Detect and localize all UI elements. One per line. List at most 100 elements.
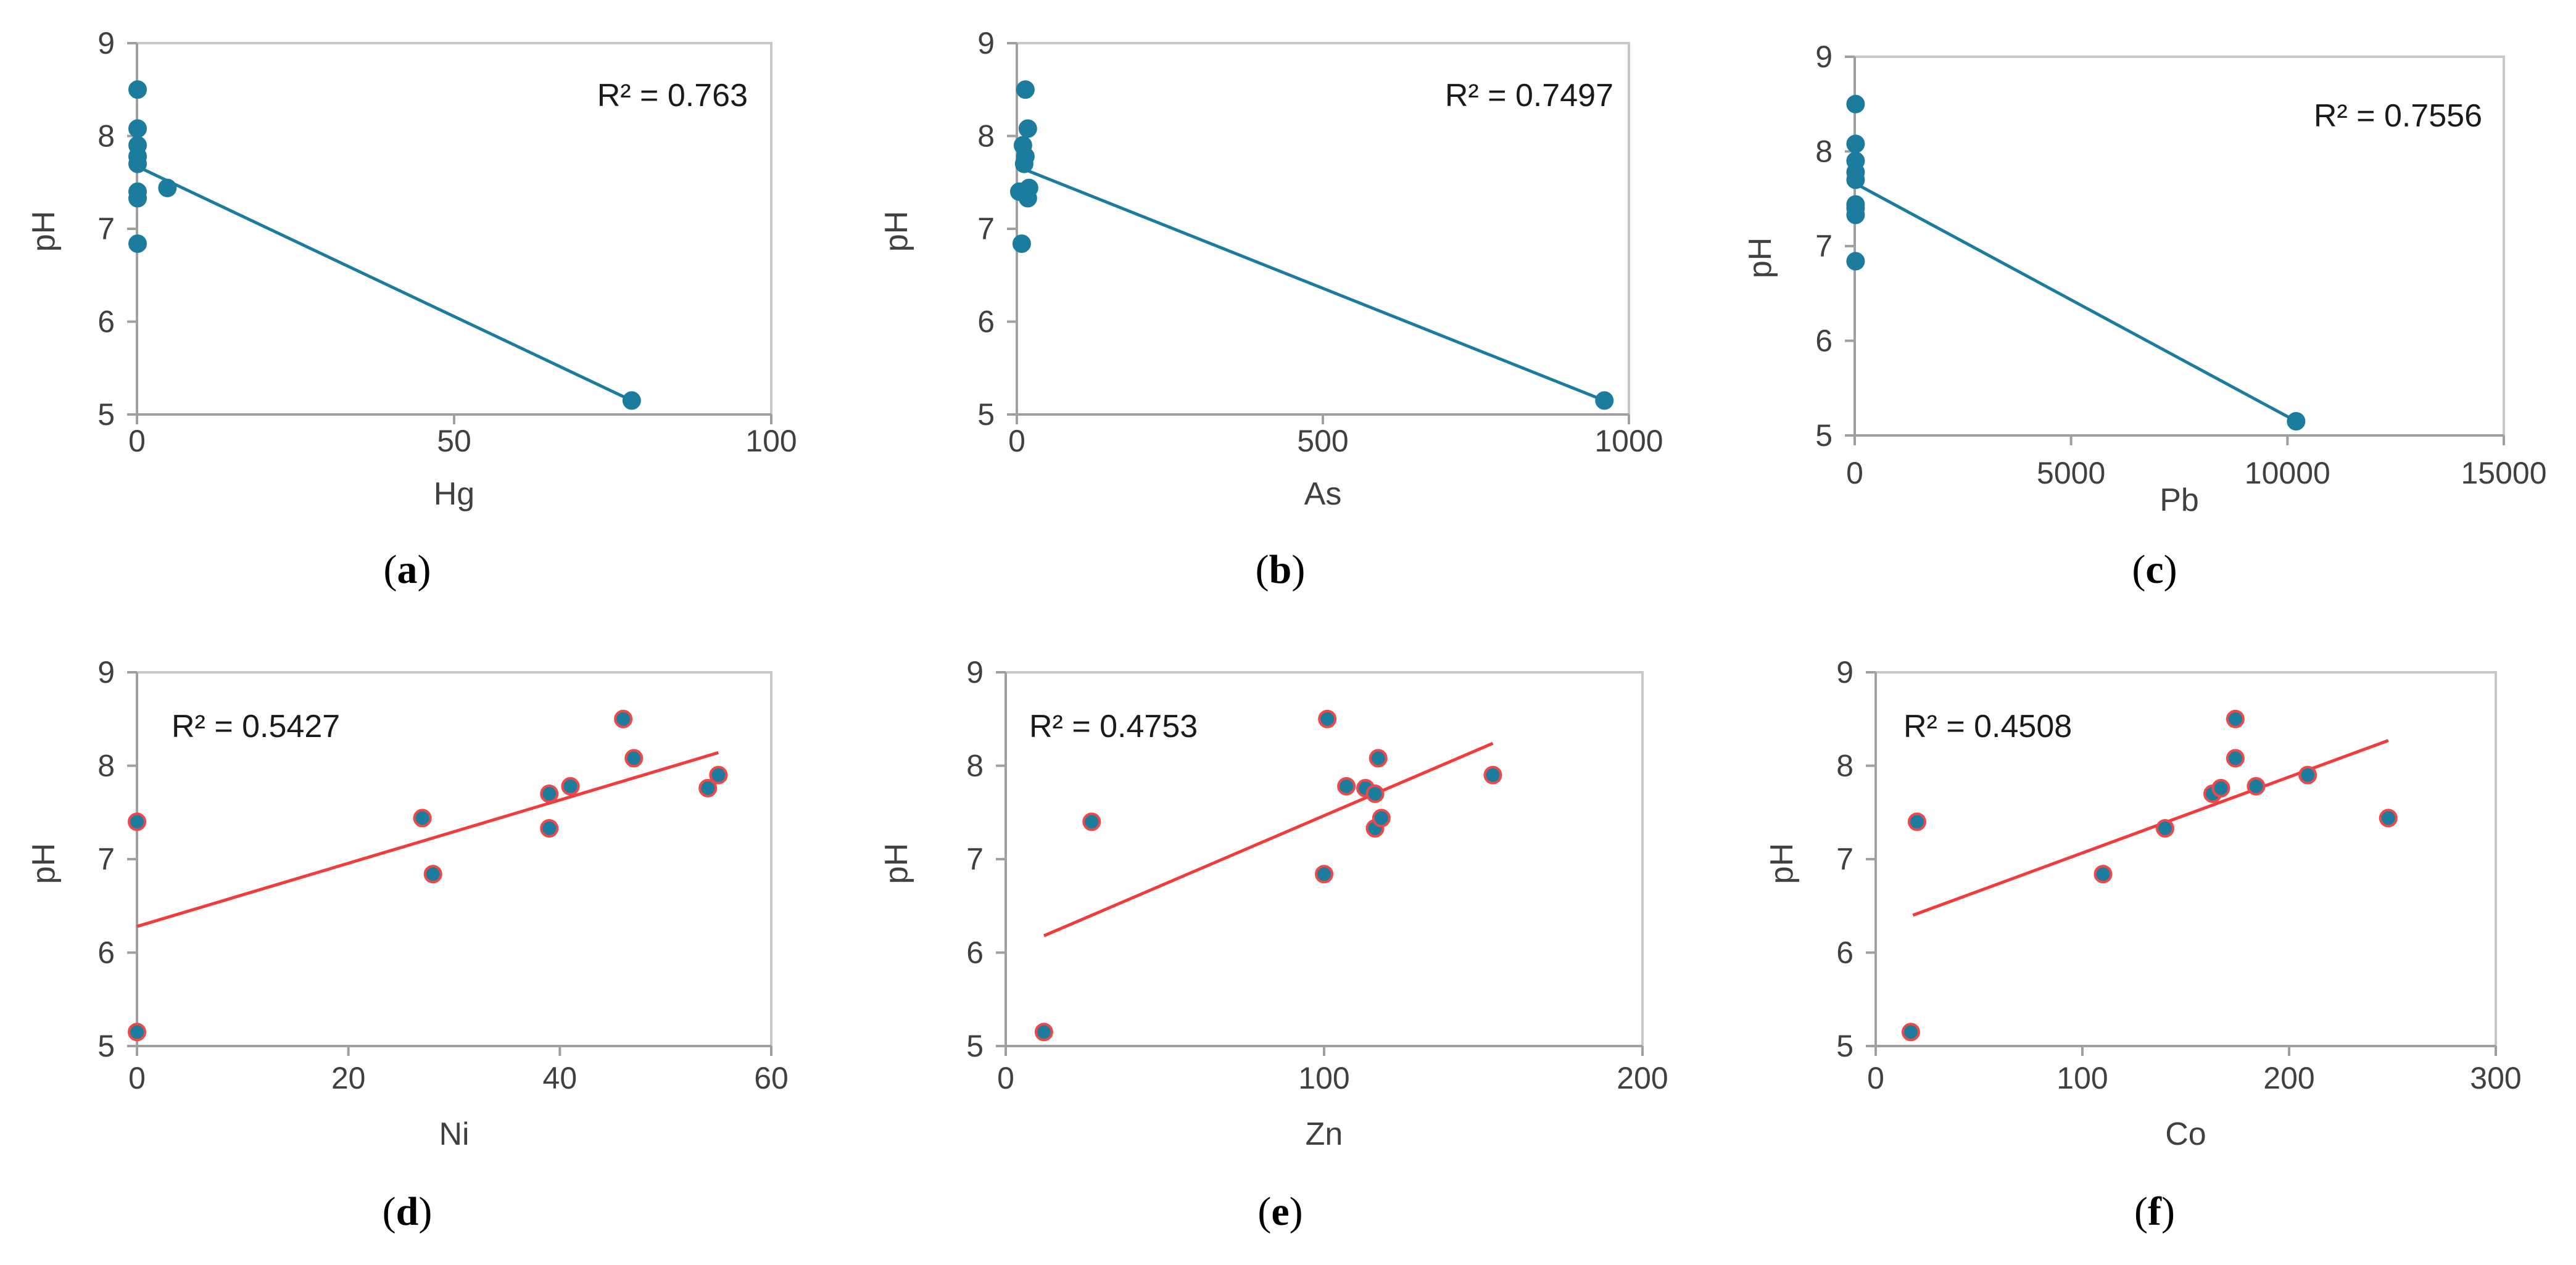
x-tick-label: 200 [1617,1061,1668,1095]
y-tick-label: 7 [97,212,115,246]
y-tick-label: 7 [1815,229,1833,263]
r-squared-label: R² = 0.7497 [1445,78,1613,113]
data-point [614,709,633,728]
data-point [128,812,146,831]
data-point [1318,709,1337,728]
chart-panel-d: 5 6 7 8 9 0 20 40 60 Ni pH R² = 0.5427 (d) [26,655,789,1234]
data-point [1901,1023,1920,1042]
data-point [2226,709,2245,728]
data-point [128,234,147,253]
r-squared-label: R² = 0.5427 [172,709,340,744]
data-point [1372,809,1391,828]
trendline [1855,182,2297,423]
chart-panel-f: 5 6 7 8 9 0 100 200 300 Co pH R² = 0.4508 (f) [1764,655,2522,1234]
y-tick-label: 9 [1836,655,1853,690]
y-tick-label: 6 [97,936,115,970]
data-point [1483,765,1502,785]
trendline [1043,741,1494,937]
x-tick-label: 500 [1297,424,1348,458]
data-point [128,189,147,208]
y-tick-label: 9 [1815,39,1833,74]
data-point [2156,819,2174,838]
y-tick-label: 7 [1836,842,1853,876]
x-tick-label: 0 [128,424,146,458]
x-tick-label: 0 [997,1061,1014,1095]
x-tick-label: 100 [2056,1061,2108,1095]
data-point [622,391,641,410]
data-point [540,819,559,838]
x-tick-label: 5000 [2037,456,2105,490]
panel-label: (e) [1257,1189,1302,1234]
panel-label: (f) [2134,1189,2175,1234]
y-tick-label: 8 [97,119,115,154]
data-point [2298,765,2317,785]
y-tick-label: 8 [1815,134,1833,169]
y-tick-label: 5 [97,1029,115,1063]
data-point [1082,812,1101,831]
y-tick-label: 5 [1815,418,1833,453]
x-tick-label: 10000 [2245,456,2330,490]
data-point [158,178,177,197]
r-squared-label: R² = 0.7556 [2314,98,2482,134]
trendline [1019,166,1605,402]
x-tick-label: 100 [745,424,797,458]
data-point [413,809,432,828]
data-point [1012,234,1031,253]
y-tick-label: 7 [977,212,995,246]
data-point [2211,778,2230,797]
data-point [1018,119,1037,138]
data-point [561,777,580,796]
data-point [1846,170,1865,189]
y-tick-label: 6 [966,936,984,970]
y-tick-label: 8 [966,749,984,783]
x-tick-label: 300 [2470,1061,2521,1095]
y-tick-label: 8 [1836,749,1853,783]
y-tick-label: 9 [966,655,984,690]
y-tick-label: 5 [977,397,995,432]
x-tick-label: 50 [437,424,471,458]
trendline [136,751,719,928]
r-squared-label: R² = 0.4508 [1903,709,2072,744]
y-axis-title: pH [1742,237,1778,278]
data-point [2226,749,2245,768]
x-tick-label: 1000 [1594,424,1663,458]
data-point [698,778,718,797]
y-tick-label: 9 [97,655,115,690]
data-point [1595,391,1614,410]
data-point [128,80,147,99]
panel-label: (b) [1256,547,1306,592]
y-tick-label: 6 [97,305,115,339]
data-point [1365,784,1385,803]
x-axis-title: As [1304,476,1342,512]
data-point [1018,189,1037,208]
data-point [423,865,442,884]
data-point [1337,777,1356,796]
data-point [1846,134,1865,154]
data-point [1846,205,1865,225]
data-point [1846,94,1865,113]
y-axis-title: pH [26,843,62,884]
data-point [128,119,147,138]
y-tick-label: 7 [97,842,115,876]
x-tick-label: 20 [331,1061,366,1095]
data-point [1369,749,1388,768]
y-axis-title: pH [879,843,914,884]
y-tick-label: 9 [97,26,115,60]
chart-panel-c: 5 6 7 8 9 0 5000 10000 15000 Pb pH R² = 0.7556 (c) [1742,39,2547,592]
x-tick-label: 60 [754,1061,789,1095]
data-point [1846,252,1865,271]
x-axis-title: Zn [1306,1116,1343,1152]
data-point [2094,865,2113,884]
data-point [128,154,147,173]
y-tick-label: 5 [1836,1029,1853,1063]
data-point [1034,1023,1053,1042]
x-tick-label: 40 [543,1061,578,1095]
panel-label: (c) [2132,547,2177,592]
panel-label: (a) [384,547,431,592]
x-tick-label: 0 [1867,1061,1884,1095]
r-squared-label: R² = 0.763 [597,78,748,113]
x-tick-label: 200 [2263,1061,2314,1095]
y-tick-label: 9 [977,26,995,60]
x-axis-title: Ni [439,1116,469,1152]
